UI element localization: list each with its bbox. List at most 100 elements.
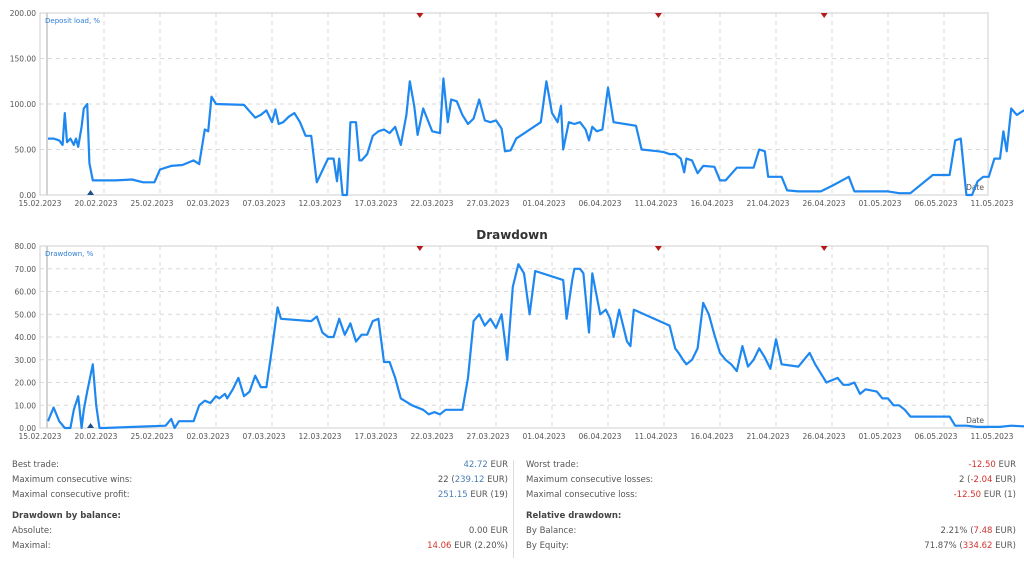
sell-marker-icon [654, 13, 662, 18]
x-tick-label: 20.02.2023 [75, 199, 118, 208]
sell-marker-icon [654, 246, 662, 251]
x-tick-label: 07.03.2023 [243, 432, 286, 441]
stat-value-part: EUR [487, 460, 508, 470]
y-tick-label: 80.00 [15, 242, 37, 251]
x-tick-label: 25.02.2023 [131, 432, 174, 441]
series-line [48, 77, 1024, 197]
stat-value-part: 42.72 [463, 460, 488, 470]
buy-marker-icon [87, 190, 95, 195]
buy-marker-icon [87, 423, 95, 428]
x-tick-label: 25.02.2023 [131, 199, 174, 208]
stat-value-part: 2 ( [959, 475, 971, 485]
y-tick-label: 60.00 [15, 288, 37, 297]
sell-marker-icon [416, 13, 424, 18]
section-title: Relative drawdown: [526, 511, 622, 521]
x-tick-label: 06.05.2023 [915, 199, 958, 208]
stat-row-absolute: Absolute: 0.00 EUR [12, 524, 508, 539]
x-tick-label: 06.04.2023 [579, 432, 622, 441]
y-tick-label: 20.00 [15, 379, 37, 388]
stat-value: 0.00 EUR [469, 524, 508, 539]
stat-value-part: EUR (2.20%) [451, 541, 508, 551]
x-tick-label: 01.04.2023 [523, 432, 566, 441]
stat-value: -12.50 EUR [968, 458, 1016, 473]
x-tick-label: 17.03.2023 [355, 199, 398, 208]
series-label: Drawdown, % [45, 250, 94, 258]
stat-value-part: 22 ( [437, 475, 455, 485]
series-label: Deposit load, % [45, 17, 100, 25]
stat-label: Maximum consecutive losses: [526, 475, 654, 485]
stat-value-part: EUR) [992, 526, 1016, 536]
section-heading-relative-drawdown: Relative drawdown: [526, 509, 1016, 524]
x-tick-label: 06.04.2023 [579, 199, 622, 208]
x-tick-label: 02.03.2023 [187, 199, 230, 208]
stat-label: By Equity: [526, 541, 569, 551]
stat-value-part: -2.04 [970, 475, 993, 485]
stat-value: 42.72 EUR [463, 458, 508, 473]
stat-value: 14.06 EUR (2.20%) [427, 539, 508, 554]
stat-value-part: 0.00 EUR [468, 526, 508, 536]
x-tick-label: 16.04.2023 [691, 199, 734, 208]
y-tick-label: 0.00 [19, 191, 36, 200]
stat-value-part: -12.50 [968, 460, 996, 470]
x-axis-label: Date [966, 416, 984, 425]
stat-value-part: EUR [995, 460, 1016, 470]
x-tick-label: 02.03.2023 [187, 432, 230, 441]
stat-label: Maximal: [12, 541, 51, 551]
stat-value: 22 (239.12 EUR) [438, 473, 508, 488]
drawdown-chart: 0.00 10.00 20.00 30.00 40.00 50.00 60.00 70.00 8… [0, 233, 1024, 448]
stat-value-part: -12.50 [953, 490, 982, 500]
y-tick-label: 10.00 [15, 401, 37, 410]
y-tick-label: 30.00 [15, 356, 37, 365]
stat-value-part: EUR (1) [981, 490, 1016, 500]
stat-value-part: EUR) [992, 475, 1016, 485]
x-tick-label: 16.04.2023 [691, 432, 734, 441]
stats-divider [513, 460, 514, 558]
stat-row-max-consecutive-loss: Maximal consecutive loss: -12.50 EUR (1) [526, 488, 1016, 503]
stat-label: Maximum consecutive wins: [12, 475, 133, 485]
stat-value-part: 239.12 [454, 475, 485, 485]
x-tick-label: 11.05.2023 [971, 432, 1014, 441]
y-tick-label: 100.00 [10, 100, 36, 109]
stat-value-part: 7.48 [973, 526, 993, 536]
section-title: Drawdown by balance: [12, 511, 121, 521]
x-tick-label: 01.05.2023 [859, 432, 902, 441]
stat-label: Absolute: [12, 526, 53, 536]
stat-value-part: EUR) [992, 541, 1016, 551]
stat-value: -12.50 EUR (1) [954, 488, 1016, 503]
stat-label: Maximal consecutive profit: [12, 490, 130, 500]
deposit-load-plot: 0.00 50.00 100.00 150.00 200.00 15.02.2023 20.… [10, 9, 1024, 208]
x-tick-label: 12.03.2023 [299, 432, 342, 441]
x-tick-label: 21.04.2023 [747, 199, 790, 208]
x-tick-label: 21.04.2023 [747, 432, 790, 441]
stats-right-column: Worst trade: -12.50 EUR Maximum consecut… [526, 458, 1016, 554]
drawdown-plot: 0.00 10.00 20.00 30.00 40.00 50.00 60.00 70.00 8… [15, 242, 1024, 441]
stat-value: 2.21% (7.48 EUR) [941, 524, 1017, 539]
stat-value-part: 14.06 [427, 541, 452, 551]
y-tick-label: 200.00 [10, 9, 36, 18]
x-tick-label: 01.05.2023 [859, 199, 902, 208]
stat-row-best-trade: Best trade: 42.72 EUR [12, 458, 508, 473]
stat-row-max-consecutive-losses: Maximum consecutive losses: 2 (-2.04 EUR… [526, 473, 1016, 488]
series-line [46, 263, 1024, 430]
stat-row-maximal: Maximal: 14.06 EUR (2.20%) [12, 539, 508, 554]
stats-left-column: Best trade: 42.72 EUR Maximum consecutiv… [12, 458, 508, 554]
y-tick-label: 0.00 [19, 424, 36, 433]
x-tick-label: 11.05.2023 [971, 199, 1014, 208]
stat-value-part: 71.87% ( [924, 541, 963, 551]
stat-label: By Balance: [526, 526, 577, 536]
stat-value-part: 334.62 [962, 541, 993, 551]
x-tick-label: 11.04.2023 [635, 432, 678, 441]
x-tick-label: 22.03.2023 [411, 199, 454, 208]
stat-row-worst-trade: Worst trade: -12.50 EUR [526, 458, 1016, 473]
y-tick-label: 50.00 [15, 310, 37, 319]
stat-value: 251.15 EUR (19) [438, 488, 508, 503]
stat-row-max-consecutive-wins: Maximum consecutive wins: 22 (239.12 EUR… [12, 473, 508, 488]
stat-value-part: 251.15 [437, 490, 468, 500]
stat-value: 2 (-2.04 EUR) [959, 473, 1016, 488]
x-tick-label: 12.03.2023 [299, 199, 342, 208]
x-tick-label: 01.04.2023 [523, 199, 566, 208]
stat-row-max-consecutive-profit: Maximal consecutive profit: 251.15 EUR (… [12, 488, 508, 503]
y-tick-label: 150.00 [10, 55, 36, 64]
stat-value-part: EUR) [484, 475, 508, 485]
stat-value-part: EUR (19) [467, 490, 508, 500]
